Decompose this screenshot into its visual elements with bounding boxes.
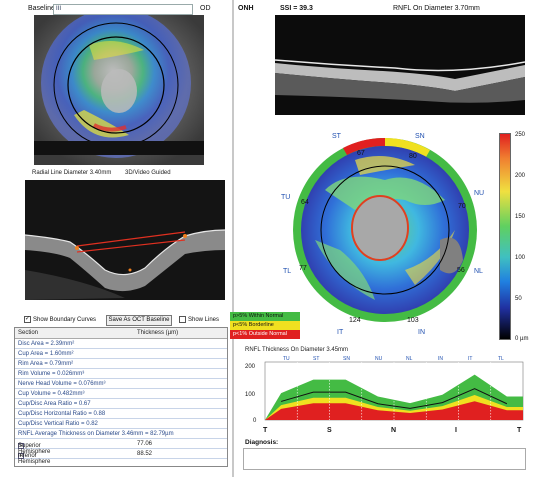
radial-bscan-image[interactable] — [25, 180, 225, 300]
x-axis-label: T — [263, 427, 268, 434]
table-row: RNFL Average Thickness on Diameter 3.46m… — [15, 429, 227, 439]
plot-sector-label: NL — [406, 356, 413, 362]
diagnosis-label: Diagnosis: — [245, 439, 279, 446]
table-row: Rim Area = 0.79mm² — [15, 359, 227, 369]
panel-divider — [232, 0, 234, 477]
sector-label-nu: NU — [474, 190, 485, 197]
x-axis-label: T — [517, 427, 522, 434]
sector-label-tu: TU — [281, 194, 291, 201]
thickness-colorbar — [499, 133, 511, 340]
legend-outside-normal: p<1% Outside Normal — [230, 330, 300, 339]
plot-title: RNFL Thickness On Diameter 3.45mm — [245, 347, 349, 353]
sector-value-nu: 70 — [458, 203, 466, 210]
scan-label: ONH — [238, 5, 254, 12]
expand-icon[interactable]: + — [18, 453, 24, 459]
rnfl-thickness-plot: 200 100 0 TU ST SN NU NL IN IT TL T S N … — [245, 356, 524, 434]
show-lines-label: Show Lines — [188, 316, 220, 323]
x-axis-label: N — [391, 427, 396, 434]
rnfl-diameter-label: RNFL On Diameter 3.70mm — [393, 5, 480, 12]
thickness-column-header: Thickness (µm) — [137, 330, 179, 336]
sector-label-st: ST — [332, 133, 341, 140]
expand-icon[interactable]: + — [18, 443, 24, 449]
show-boundary-label: Show Boundary Curves — [33, 316, 97, 323]
sector-label-nl: NL — [474, 268, 483, 275]
sector-value-in: 103 — [407, 317, 419, 324]
inferior-hemisphere-row[interactable]: + Inferior Hemisphere 88.52 — [15, 449, 227, 465]
sector-value-nl: 56 — [457, 267, 465, 274]
colorbar-tick: 50 — [515, 296, 522, 302]
legend-borderline: p<5% Borderline — [230, 321, 300, 330]
plot-sector-label: IN — [438, 356, 443, 362]
plot-sector-label: TU — [283, 356, 290, 362]
ssi-label: SSI = 39.3 — [280, 5, 313, 12]
plot-sector-label: NU — [375, 356, 383, 362]
rnfl-thickness-map: 67 80 70 56 103 124 77 64 — [293, 137, 477, 324]
colorbar-tick: 250 — [515, 132, 526, 138]
checkbox-checked-icon[interactable]: ✓ — [24, 316, 31, 323]
superior-hemisphere-row[interactable]: + Superior Hemisphere 77.06 — [15, 439, 227, 455]
sector-value-tl: 77 — [299, 265, 307, 272]
show-boundary-checkbox[interactable]: ✓ Show Boundary Curves — [24, 316, 96, 323]
rnfl-bscan-image[interactable] — [275, 15, 525, 115]
outside-normal-band — [265, 401, 523, 420]
guided-caption: 3D/Video Guided — [125, 170, 171, 176]
plot-sector-label: TL — [498, 356, 504, 362]
baseline-label: Baseline — [28, 5, 55, 12]
colorbar-tick: 150 — [515, 214, 526, 220]
sector-value-it: 124 — [349, 317, 361, 324]
table-row: Nerve Head Volume = 0.076mm³ — [15, 379, 227, 389]
table-row: Cup Volume = 0.482mm³ — [15, 389, 227, 399]
fundus-image[interactable] — [34, 15, 204, 165]
table-row: Cup Area = 1.60mm² — [15, 349, 227, 359]
sector-value-tu: 64 — [301, 199, 309, 206]
sector-label-sn: SN — [415, 133, 425, 140]
colorbar-tick: 0 µm — [515, 336, 529, 342]
sector-value-st: 67 — [357, 150, 365, 157]
table-row: Cup/Disc Vertical Ratio = 0.82 — [15, 419, 227, 429]
plot-sector-label: IT — [468, 356, 472, 362]
y-tick-label: 100 — [245, 392, 256, 398]
radial-line-caption: Radial Line Diameter 3.40mm — [32, 170, 112, 176]
checkbox-unchecked-icon[interactable] — [179, 316, 186, 323]
sector-label-in: IN — [418, 329, 425, 336]
onh-parameters-table: Section Thickness (µm) Disc Area = 2.39m… — [14, 327, 228, 467]
section-column-header: Section — [18, 330, 39, 336]
eye-label: OD — [200, 5, 211, 12]
colorbar-tick: 100 — [515, 255, 526, 261]
y-tick-label: 0 — [253, 418, 257, 424]
sector-value-sn: 80 — [409, 153, 417, 160]
y-tick-label: 200 — [245, 364, 256, 370]
colorbar-tick: 200 — [515, 173, 526, 179]
show-lines-checkbox[interactable]: Show Lines — [179, 316, 219, 323]
measured-thickness-line — [280, 388, 508, 409]
table-row: Rim Volume = 0.026mm³ — [15, 369, 227, 379]
diagnosis-input[interactable] — [243, 448, 526, 470]
baseline-select[interactable]: III — [53, 4, 193, 15]
x-axis-label: S — [327, 427, 332, 434]
table-row: Cup/Disc Area Ratio = 0.67 — [15, 399, 227, 409]
sector-label-tl: TL — [283, 268, 292, 275]
table-row: Disc Area = 2.39mm² — [15, 339, 227, 349]
sector-label-it: IT — [337, 329, 344, 336]
save-baseline-button[interactable]: Save As OCT Baseline — [106, 315, 172, 326]
display-controls: ✓ Show Boundary Curves Save As OCT Basel… — [24, 315, 224, 326]
table-header: Section Thickness (µm) — [15, 328, 227, 339]
plot-sector-label: ST — [313, 356, 319, 362]
plot-sector-label: SN — [343, 356, 350, 362]
table-row: Cup/Disc Horizontal Ratio = 0.88 — [15, 409, 227, 419]
x-axis-label: I — [455, 427, 457, 434]
legend-within-normal: p>5% Within Normal — [230, 312, 300, 321]
